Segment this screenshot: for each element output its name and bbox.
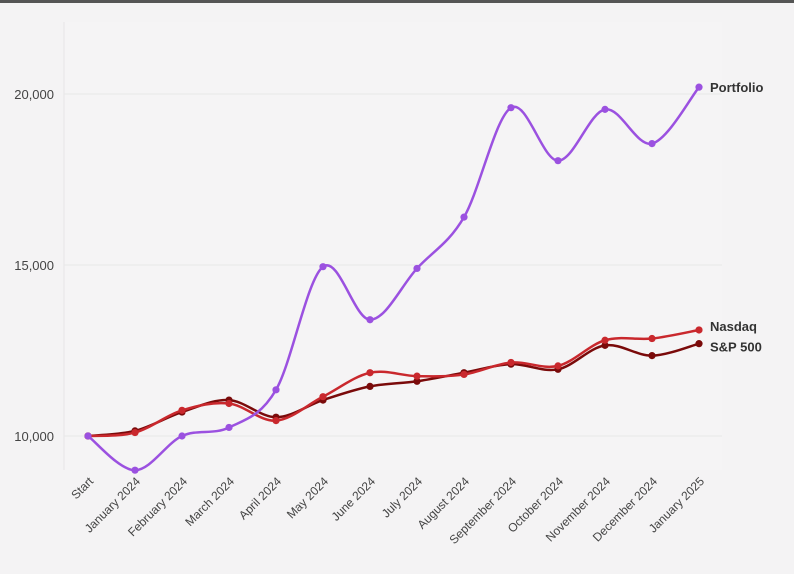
nasdaq-data-point xyxy=(695,326,703,334)
x-tick-label: June 2024 xyxy=(329,474,379,524)
s-p-500-data-point xyxy=(413,377,421,385)
x-tick-label: March 2024 xyxy=(182,474,237,529)
portfolio-data-point xyxy=(319,263,327,271)
s-p-500-data-point xyxy=(648,352,656,360)
nasdaq-series-line xyxy=(87,328,700,438)
portfolio-data-point xyxy=(131,466,139,474)
nasdaq-data-point xyxy=(554,362,562,370)
s-p-500-series-line xyxy=(87,342,700,438)
portfolio-data-point xyxy=(507,104,515,112)
portfolio-data-point xyxy=(84,432,92,440)
nasdaq-data-point xyxy=(366,369,374,377)
nasdaq-data-point xyxy=(460,370,468,379)
y-tick-label: 10,000 xyxy=(14,429,54,444)
x-tick-label: April 2024 xyxy=(236,474,284,522)
top-border xyxy=(0,0,794,3)
s-p-500-data-point xyxy=(366,382,374,391)
portfolio-data-point xyxy=(601,105,609,113)
y-tick-label: 15,000 xyxy=(14,258,54,273)
nasdaq-data-point xyxy=(601,336,609,344)
nasdaq-data-point xyxy=(648,334,656,343)
portfolio-data-point xyxy=(178,432,186,440)
nasdaq-data-point xyxy=(178,406,186,414)
portfolio-data-point xyxy=(272,386,280,394)
portfolio-data-point xyxy=(366,316,374,324)
s-p-500-series-label: S&P 500 xyxy=(710,340,762,355)
nasdaq-series-label: Nasdaq xyxy=(710,319,757,334)
nasdaq-data-point xyxy=(225,399,233,408)
s-p-500-data-point xyxy=(695,340,703,348)
x-tick-label: May 2024 xyxy=(284,474,331,521)
portfolio-data-point xyxy=(695,83,703,91)
portfolio-data-point xyxy=(225,423,233,432)
portfolio-data-point xyxy=(460,213,468,221)
plot-area xyxy=(64,22,722,470)
portfolio-data-point xyxy=(554,157,562,165)
portfolio-series-line xyxy=(87,86,700,472)
x-tick-label: July 2024 xyxy=(379,474,425,520)
nasdaq-data-point xyxy=(413,372,421,380)
y-tick-label: 20,000 xyxy=(14,87,54,102)
nasdaq-data-point xyxy=(131,428,139,437)
x-tick-label: Start xyxy=(68,474,96,502)
s-p-500-data-point xyxy=(601,341,609,349)
nasdaq-data-point xyxy=(319,393,327,401)
nasdaq-data-point xyxy=(507,358,515,367)
portfolio-data-point xyxy=(648,139,656,148)
nasdaq-data-point xyxy=(272,417,280,425)
portfolio-series-label: Portfolio xyxy=(710,80,763,95)
portfolio-data-point xyxy=(413,264,421,273)
